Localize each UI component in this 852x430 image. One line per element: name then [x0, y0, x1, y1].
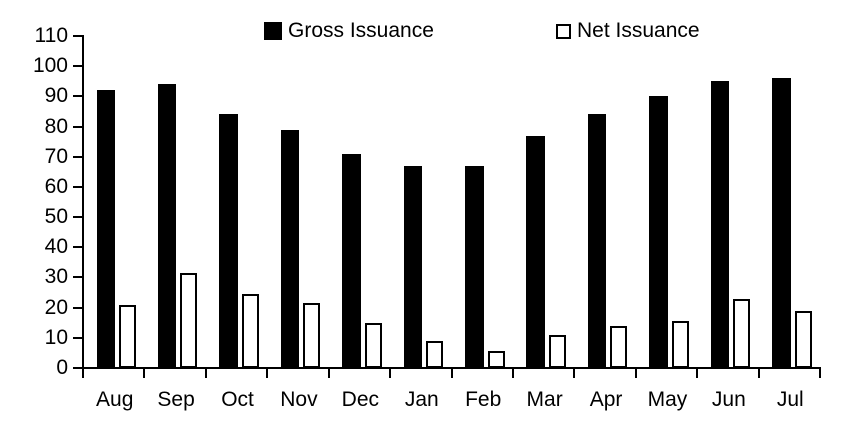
y-axis-tick [73, 95, 82, 98]
bar-gross-nov [280, 129, 300, 368]
y-axis-tick-label: 40 [44, 235, 68, 259]
x-axis-tick [819, 368, 821, 378]
y-axis-tick-label: 60 [44, 174, 68, 198]
bar-net-sep [180, 272, 198, 368]
bar-gross-feb [465, 165, 484, 368]
x-axis-label-aug: Aug [96, 388, 134, 411]
y-axis-tick-label: 110 [34, 24, 68, 47]
x-axis-tick [389, 368, 392, 378]
y-axis-tick-label: 30 [44, 265, 68, 289]
bar-gross-jan [403, 165, 423, 368]
bar-net-feb [487, 351, 505, 368]
y-axis-tick [73, 306, 82, 309]
bar-net-oct [241, 294, 259, 368]
x-axis-label-jul: Jul [776, 388, 804, 411]
bar-net-aug [119, 304, 136, 368]
y-axis-tick [73, 125, 82, 128]
y-axis-tick [73, 35, 82, 37]
x-axis-label-sep: Sep [157, 388, 195, 411]
bar-gross-sep [157, 84, 177, 368]
x-axis-tick [757, 368, 760, 378]
y-axis-tick-label: 50 [44, 205, 68, 229]
legend-item-net-issuance: Net Issuance [556, 20, 700, 42]
bar-gross-jul [772, 78, 791, 368]
y-axis-tick-label: 90 [44, 84, 68, 108]
bar-gross-jun [710, 81, 730, 368]
y-axis-tick-label: 10 [44, 325, 68, 349]
net-issuance-legend-label: Net Issuance [577, 19, 700, 42]
y-axis-line [82, 35, 84, 370]
bar-net-apr [610, 325, 628, 368]
bar-gross-dec [342, 153, 361, 368]
y-axis-tick [73, 276, 82, 279]
x-axis-label-mar: Mar [526, 388, 563, 411]
bar-net-dec [364, 322, 382, 368]
gross-issuance-legend-marker-icon [264, 22, 282, 40]
y-axis-tick [73, 336, 82, 339]
x-axis-tick [143, 368, 146, 378]
bar-gross-may [649, 96, 668, 368]
x-axis-label-jan: Jan [404, 388, 439, 411]
x-axis-tick [634, 368, 637, 378]
x-axis-label-dec: Dec [341, 388, 380, 411]
x-axis-tick [204, 368, 207, 378]
gross-issuance-legend-label: Gross Issuance [288, 19, 434, 42]
x-axis-label-apr: Apr [589, 388, 623, 411]
y-axis-tick [73, 246, 82, 249]
x-axis-label-nov: Nov [280, 388, 318, 411]
y-axis-tick-label: 80 [44, 114, 68, 138]
x-axis-tick [82, 368, 84, 378]
x-axis-label-jun: Jun [711, 388, 746, 411]
bar-net-nov [303, 303, 321, 368]
bar-net-jul [794, 310, 812, 368]
y-axis-tick [73, 216, 82, 219]
bar-net-mar [548, 334, 566, 368]
legend-item-gross-issuance: Gross Issuance [264, 20, 434, 42]
x-axis-tick [450, 368, 453, 378]
x-axis-label-feb: Feb [465, 388, 502, 411]
bar-net-jun [733, 298, 751, 368]
x-axis-label-oct: Oct [221, 388, 254, 411]
bar-gross-aug [96, 90, 115, 368]
x-axis-tick [573, 368, 576, 378]
bar-net-jan [426, 340, 444, 368]
bar-gross-apr [587, 114, 607, 368]
x-axis-tick [511, 368, 514, 378]
x-axis-label-may: May [647, 388, 688, 411]
x-axis-tick [266, 368, 269, 378]
x-axis-tick [327, 368, 330, 378]
bar-gross-mar [526, 135, 545, 368]
y-axis-tick-label: 100 [32, 54, 68, 78]
y-axis-tick [73, 367, 82, 369]
y-axis-tick-label: 20 [44, 295, 68, 319]
y-axis-tick [73, 155, 82, 158]
y-axis-tick-label: 0 [56, 356, 68, 379]
y-axis-tick [73, 65, 82, 68]
bar-net-may [671, 321, 689, 368]
x-axis-tick [696, 368, 699, 378]
bar-gross-oct [219, 114, 238, 368]
net-issuance-legend-marker-icon [556, 23, 571, 39]
y-axis-tick-label: 70 [44, 144, 68, 168]
y-axis-tick [73, 185, 82, 188]
